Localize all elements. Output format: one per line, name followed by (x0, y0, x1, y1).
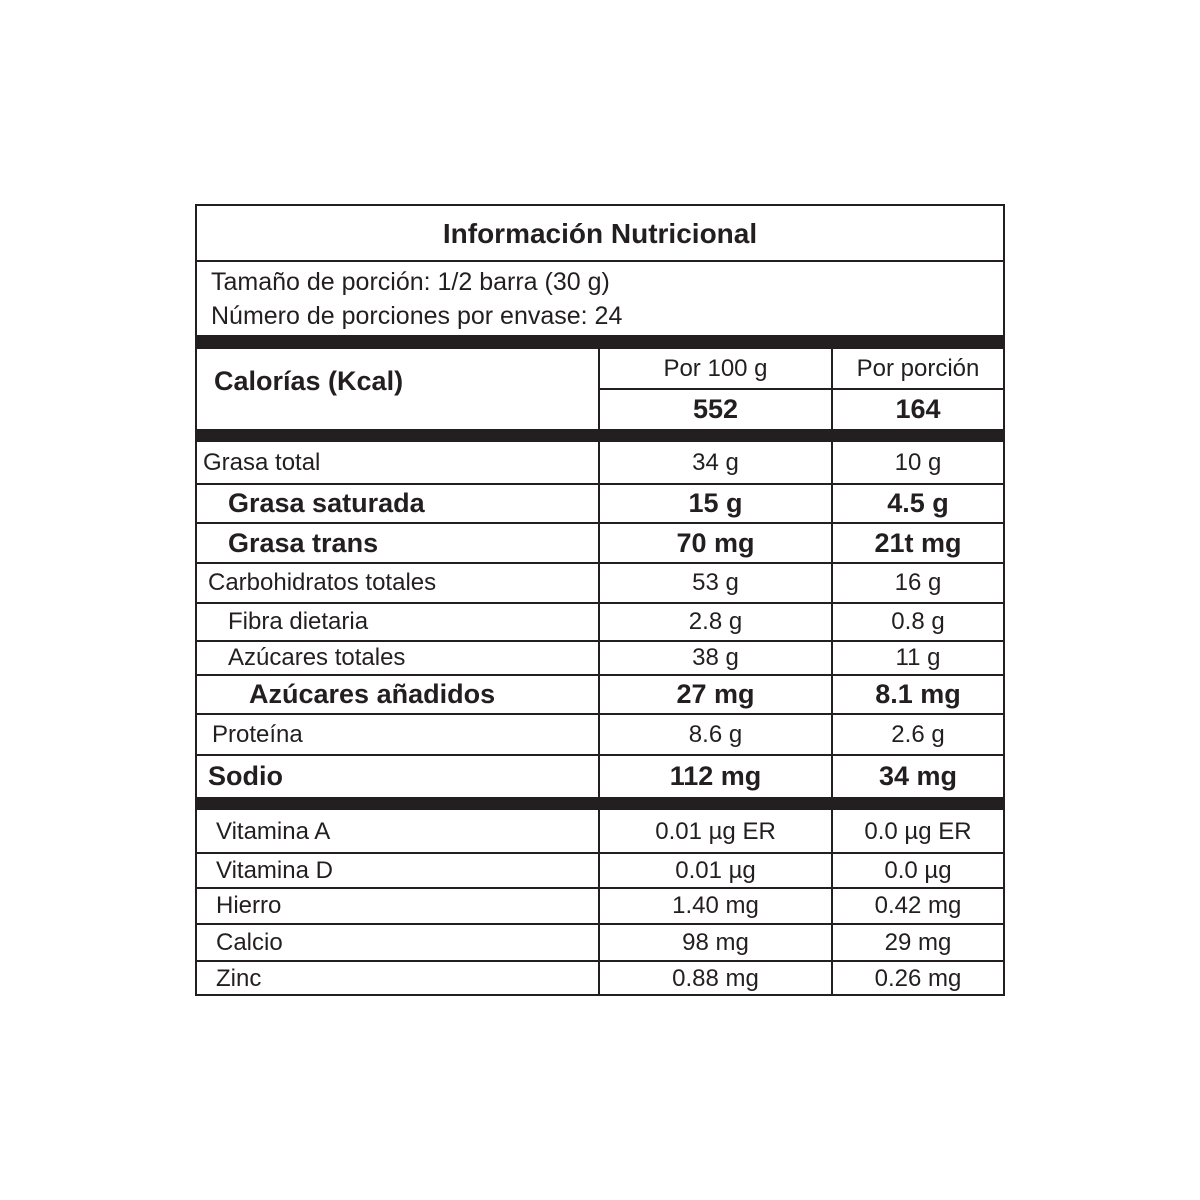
micronutrient-row-per-100g: 0.01 µg (675, 856, 756, 884)
divider (831, 924, 833, 961)
divider (197, 602, 1003, 604)
nutrient-row-per-100g: 27 mg (676, 679, 755, 709)
micronutrient-row-per-portion: 0.42 mg (874, 892, 962, 919)
nutrient-row-per-portion: 34 mg (878, 760, 958, 791)
nutrient-row-label: Azúcares totales (228, 644, 406, 671)
micronutrient-row-per-portion: 0.0 µg (884, 856, 952, 884)
divider (831, 810, 833, 853)
divider (831, 675, 833, 714)
nutrient-row-per-portion: 21t mg (874, 527, 962, 558)
nutrient-row-per-100g: 112 mg (669, 760, 762, 791)
nutrient-row-per-portion: 2.6 g (891, 720, 945, 748)
divider (831, 888, 833, 924)
divider (598, 484, 600, 523)
micronutrient-row-label: Calcio (216, 928, 283, 956)
divider (598, 442, 600, 484)
divider (598, 523, 600, 563)
divider (197, 754, 1003, 756)
divider (831, 961, 833, 996)
micronutrient-row-per-portion: 29 mg (884, 928, 952, 956)
micronutrient-row-per-100g: 1.40 mg (672, 892, 759, 919)
divider (598, 714, 600, 755)
divider (197, 713, 1003, 715)
thick-divider (197, 429, 1003, 442)
divider (197, 522, 1003, 524)
nutrient-row-per-100g: 34 g (692, 449, 739, 476)
calories-label: Calorías (Kcal) (214, 365, 404, 396)
calories-per-portion: 164 (895, 394, 941, 424)
divider (197, 640, 1003, 642)
divider (197, 674, 1003, 676)
divider (831, 484, 833, 523)
nutrient-row-label: Azúcares añadidos (249, 679, 496, 709)
micronutrient-row-per-100g: 0.88 mg (672, 964, 759, 992)
nutrient-row-per-100g: 53 g (692, 569, 739, 596)
divider (197, 887, 1003, 889)
divider (598, 641, 600, 675)
micronutrient-row-per-100g: 98 mg (682, 928, 749, 956)
nutrient-row-label: Proteína (212, 720, 303, 748)
micronutrient-row-per-portion: 0.0 µg ER (864, 817, 972, 845)
nutrient-row-per-portion: 0.8 g (891, 608, 945, 635)
divider (598, 924, 600, 961)
nutrient-row-label: Grasa total (203, 449, 321, 476)
nutrient-row-per-100g: 38 g (692, 644, 739, 671)
divider (197, 483, 1003, 485)
divider (598, 853, 600, 888)
divider (831, 853, 833, 888)
divider (598, 675, 600, 714)
divider (598, 755, 600, 797)
divider (598, 603, 600, 641)
micronutrient-row-label: Vitamina D (216, 856, 333, 884)
nutrient-row-per-100g: 2.8 g (688, 608, 743, 635)
nutrient-row-label: Grasa trans (228, 527, 379, 558)
divider (598, 961, 600, 996)
nutrient-row-per-100g: 8.6 g (688, 720, 743, 748)
calories-per-100g: 552 (692, 394, 739, 424)
divider (197, 562, 1003, 564)
nutrient-row-label: Grasa saturada (228, 488, 425, 518)
divider (598, 563, 600, 603)
nutrient-row-per-portion: 8.1 mg (875, 679, 961, 709)
nutrition-facts-table: Información Nutricional Tamaño de porció… (195, 204, 1005, 996)
nutrient-row-per-portion: 10 g (894, 449, 942, 476)
column-header-per-100g: Por 100 g (663, 354, 768, 382)
thick-divider (197, 797, 1003, 810)
divider (831, 523, 833, 563)
divider (598, 810, 600, 853)
nutrient-row-label: Fibra dietaria (228, 608, 369, 635)
micronutrient-row-label: Vitamina A (216, 817, 331, 845)
divider (831, 714, 833, 755)
micronutrient-row-per-100g: 0.01 µg ER (655, 817, 776, 845)
column-header-per-portion: Por porción (856, 354, 980, 382)
servings-per-container: Número de porciones por envase: 24 (211, 302, 623, 330)
nutrient-row-per-portion: 4.5 g (887, 488, 949, 518)
nutrient-row-per-100g: 70 mg (676, 527, 755, 558)
divider (831, 603, 833, 641)
divider (197, 923, 1003, 925)
divider (598, 388, 1003, 390)
micronutrient-row-label: Zinc (216, 964, 262, 992)
thick-divider (197, 335, 1003, 349)
nutrient-row-label: Sodio (208, 760, 283, 791)
nutrient-row-per-100g: 15 g (688, 488, 743, 518)
micronutrient-row-per-portion: 0.26 mg (874, 964, 962, 992)
nutrient-row-label: Carbohidratos totales (208, 569, 437, 596)
table-title: Información Nutricional (197, 206, 1003, 262)
divider (831, 442, 833, 484)
nutrient-row-per-portion: 11 g (895, 644, 941, 671)
divider (831, 641, 833, 675)
divider (598, 888, 600, 924)
divider (831, 755, 833, 797)
divider (831, 563, 833, 603)
micronutrient-row-label: Hierro (216, 892, 282, 919)
divider (197, 852, 1003, 854)
serving-size: Tamaño de porción: 1/2 barra (30 g) (211, 268, 610, 296)
nutrient-row-per-portion: 16 g (894, 569, 942, 596)
divider (197, 960, 1003, 962)
